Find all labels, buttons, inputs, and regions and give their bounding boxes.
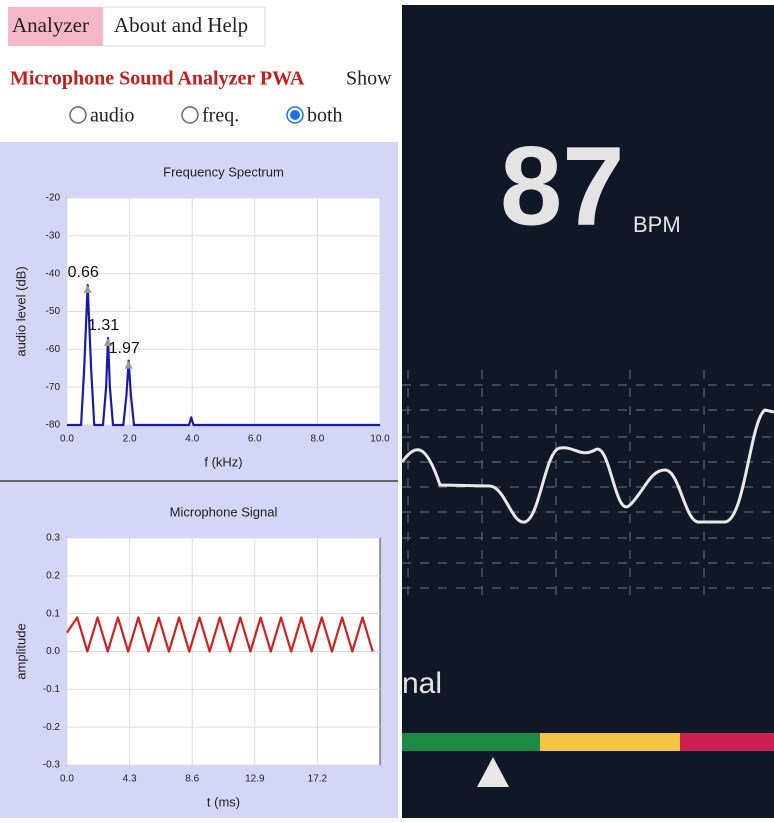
x-tick-label: 0.0 xyxy=(60,434,74,445)
x-tick-label: 0.0 xyxy=(60,774,74,785)
monitor-bg xyxy=(402,5,774,818)
y-axis-label: amplitude xyxy=(13,623,28,679)
y-tick-label: 0.2 xyxy=(46,570,60,581)
x-tick-label: 17.2 xyxy=(308,774,328,785)
y-tick-label: -70 xyxy=(46,382,61,393)
annotation: 1.31 xyxy=(88,317,119,334)
series-line xyxy=(67,283,380,427)
radio-label[interactable]: both xyxy=(307,105,343,127)
x-tick-label: 4.0 xyxy=(185,434,199,445)
annotation-arrow xyxy=(124,360,133,369)
radio-dot xyxy=(290,110,300,120)
x-tick-label: 8.6 xyxy=(185,774,199,785)
y-tick-label: -50 xyxy=(46,306,61,317)
annotation: 1.97 xyxy=(109,340,140,357)
y-tick-label: -30 xyxy=(46,230,61,241)
zone-red xyxy=(680,733,774,751)
chart-title: Frequency Spectrum xyxy=(163,164,284,179)
tab[interactable] xyxy=(102,6,266,47)
x-axis-label: t (ms) xyxy=(207,794,240,809)
zone-green xyxy=(402,733,540,751)
indicator xyxy=(477,757,509,787)
y-tick-label: -20 xyxy=(46,193,61,204)
bpm-unit: BPM xyxy=(633,212,681,237)
waveform xyxy=(400,408,774,524)
radio[interactable] xyxy=(69,106,87,124)
y-tick-label: -0.3 xyxy=(43,760,61,771)
y-tick-label: -80 xyxy=(46,420,61,431)
y-tick-label: -60 xyxy=(46,344,61,355)
x-tick-label: 4.3 xyxy=(123,774,137,785)
y-axis-label: audio level (dB) xyxy=(13,266,28,356)
x-tick-label: 6.0 xyxy=(248,434,262,445)
radio-label[interactable]: freq. xyxy=(202,105,239,127)
x-axis-label: f (kHz) xyxy=(204,454,242,469)
y-tick-label: -0.1 xyxy=(43,684,61,695)
annotation-arrow xyxy=(83,285,92,294)
y-tick-label: -0.2 xyxy=(43,722,61,733)
tab-label[interactable]: Analyzer xyxy=(12,13,89,37)
cut-label: nal xyxy=(402,667,442,700)
y-tick-label: 0.0 xyxy=(46,646,60,657)
radio-label[interactable]: audio xyxy=(90,105,134,127)
x-tick-label: 10.0 xyxy=(370,434,390,445)
x-tick-label: 12.9 xyxy=(245,774,265,785)
radio[interactable] xyxy=(181,106,199,124)
tab-label[interactable]: About and Help xyxy=(114,13,248,37)
y-tick-label: -40 xyxy=(46,268,61,279)
series-line xyxy=(66,616,374,653)
y-tick-label: 0.3 xyxy=(46,533,60,544)
x-tick-label: 8.0 xyxy=(310,434,324,445)
app-title: Microphone Sound Analyzer PWA xyxy=(10,68,305,90)
bpm-value: 87 xyxy=(500,124,625,249)
y-tick-label: 0.1 xyxy=(46,608,60,619)
annotation-arrow xyxy=(104,337,113,346)
tab-active[interactable] xyxy=(8,7,103,46)
chart-title: Microphone Signal xyxy=(170,504,278,519)
zone-yellow xyxy=(540,733,680,751)
annotation: 0.66 xyxy=(68,264,99,281)
x-tick-label: 2.0 xyxy=(123,434,137,445)
show-label: Show xyxy=(346,68,392,90)
